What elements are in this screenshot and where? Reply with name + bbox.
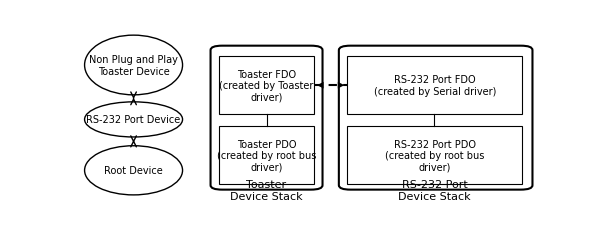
Text: RS-232 Port
Device Stack: RS-232 Port Device Stack [398,180,471,201]
Text: Toaster FDO
(created by Toaster
driver): Toaster FDO (created by Toaster driver) [219,69,314,102]
Text: Non Plug and Play
Toaster Device: Non Plug and Play Toaster Device [89,55,178,76]
Text: Toaster
Device Stack: Toaster Device Stack [230,180,303,201]
Text: Toaster PDO
(created by root bus
driver): Toaster PDO (created by root bus driver) [217,139,316,172]
Bar [347,127,522,185]
Bar [347,57,522,115]
Bar [219,57,314,115]
Text: RS-232 Port PDO
(created by root bus
driver): RS-232 Port PDO (created by root bus dri… [385,139,485,172]
Text: RS-232 Port FDO
(created by Serial driver): RS-232 Port FDO (created by Serial drive… [373,75,496,96]
Text: RS-232 Port Device: RS-232 Port Device [87,115,181,125]
Bar [219,127,314,185]
Text: Root Device: Root Device [104,165,163,175]
